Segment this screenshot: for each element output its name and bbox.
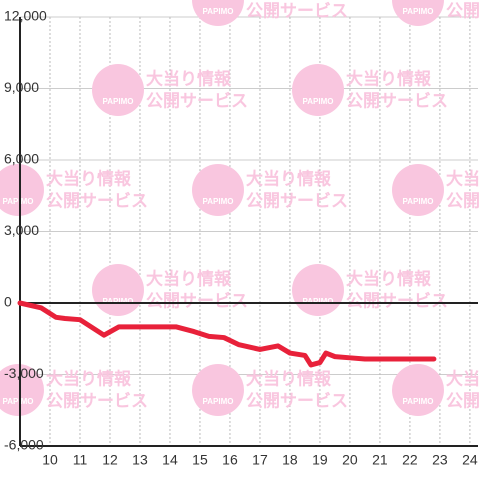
x-tick-label: 14 (162, 452, 178, 468)
x-tick-label: 19 (312, 452, 328, 468)
watermark-brand: PAPIMO (403, 397, 434, 406)
watermark-text: 公開サービス (46, 391, 148, 410)
watermark-text: 公開サービス (346, 291, 448, 310)
watermark-logo (0, 364, 44, 416)
x-tick-label: 15 (192, 452, 208, 468)
watermark-text: 公開サービス (246, 191, 348, 210)
data-line (17, 300, 437, 368)
watermark-logo (292, 64, 344, 116)
watermark-text: 公開サービス (46, 191, 148, 210)
watermark-logo (192, 364, 244, 416)
watermark-logo (0, 164, 44, 216)
y-tick-label: 9,000 (4, 79, 39, 95)
x-tick-label: 16 (222, 452, 238, 468)
watermark-text: 公開サービス (246, 1, 348, 20)
watermark-logo (192, 164, 244, 216)
x-tick-label: 11 (73, 452, 88, 468)
watermark-logo (92, 64, 144, 116)
watermark-text: 大当り情報 (446, 168, 480, 188)
watermark-brand: PAPIMO (403, 7, 434, 16)
watermark-text: 大当り情報 (346, 268, 432, 288)
watermark-brand: PAPIMO (203, 7, 234, 16)
watermark-text: 公開サービス (446, 191, 480, 210)
x-tick-label: 17 (252, 452, 268, 468)
watermark-text: 公開サービス (246, 391, 348, 410)
watermark-brand: PAPIMO (303, 297, 334, 306)
watermark-text: 大当り情報 (146, 268, 232, 288)
x-tick-label: 10 (42, 452, 58, 468)
watermark-text: 公開サービス (346, 91, 448, 110)
x-tick-label: 18 (282, 452, 298, 468)
y-tick-label: 0 (4, 294, 12, 310)
y-tick-label: 6,000 (4, 151, 39, 167)
y-tick-label: 3,000 (4, 222, 39, 238)
watermark-brand: PAPIMO (103, 97, 134, 106)
watermark-logo (192, 0, 244, 26)
watermark-logo (392, 164, 444, 216)
watermark-logo (392, 0, 444, 26)
x-tick-label: 12 (102, 452, 118, 468)
watermark-brand: PAPIMO (3, 397, 34, 406)
watermark-brand: PAPIMO (3, 197, 34, 206)
y-tick-label: 12,000 (4, 8, 47, 24)
x-tick-label: 21 (372, 452, 388, 468)
watermark-text: 大当り情報 (246, 168, 332, 188)
watermark-logo (292, 264, 344, 316)
x-tick-label: 24 (462, 452, 478, 468)
watermark-logo (392, 364, 444, 416)
watermark-text: 大当り情報 (46, 168, 132, 188)
watermark-text: 大当り情報 (446, 368, 480, 388)
watermark-text: 公開サービス (446, 391, 480, 410)
x-tick-label: 20 (342, 452, 358, 468)
watermark-text: 大当り情報 (246, 368, 332, 388)
watermark-brand: PAPIMO (403, 197, 434, 206)
watermark-brand: PAPIMO (103, 297, 134, 306)
watermark-text: 大当り情報 (146, 68, 232, 88)
watermark-text: 大当り情報 (46, 368, 132, 388)
watermark-text: 大当り情報 (346, 68, 432, 88)
y-tick-label: -6,000 (4, 437, 44, 453)
watermark-brand: PAPIMO (303, 97, 334, 106)
watermark-brand: PAPIMO (203, 197, 234, 206)
watermark-text: 公開サービス (446, 1, 480, 20)
x-tick-label: 23 (432, 452, 448, 468)
watermark-text: 公開サービス (146, 291, 248, 310)
x-tick-label: 22 (402, 452, 418, 468)
x-tick-label: 13 (132, 452, 148, 468)
y-tick-label: -3,000 (4, 365, 44, 381)
watermark-text: 公開サービス (146, 91, 248, 110)
watermark-brand: PAPIMO (203, 397, 234, 406)
watermark-logo (92, 264, 144, 316)
